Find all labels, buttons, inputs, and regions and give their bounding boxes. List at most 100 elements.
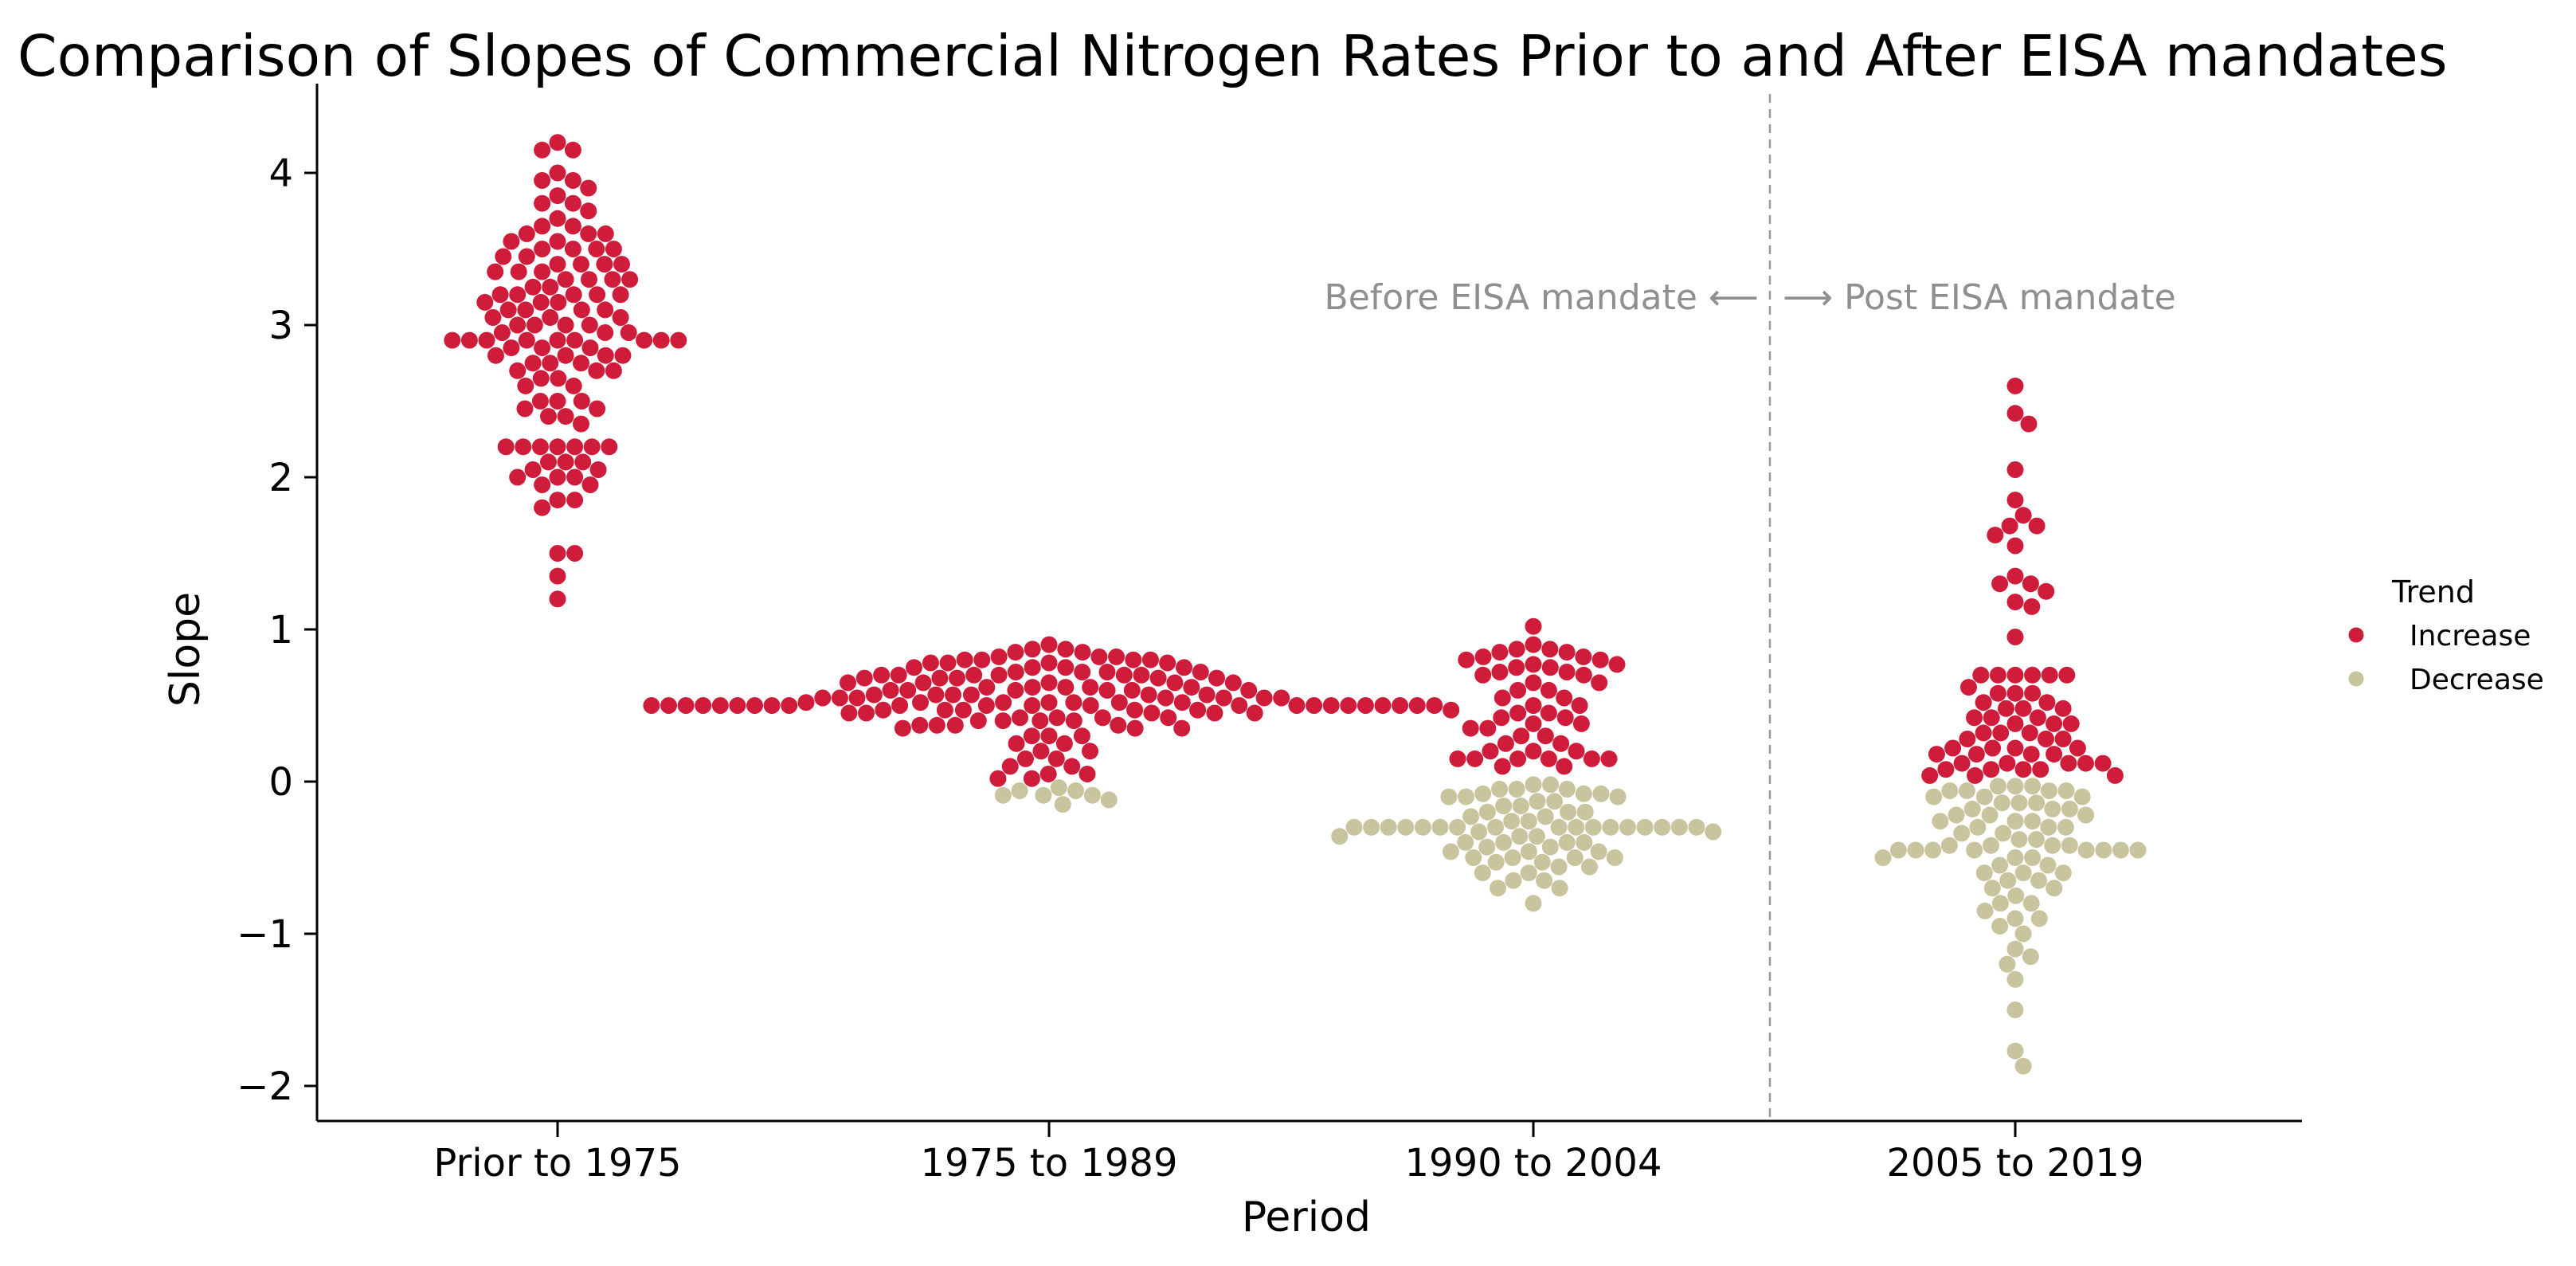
swarm-dot-increase	[1571, 697, 1588, 714]
swarm-dot-decrease	[1508, 781, 1525, 798]
swarm-dot-decrease	[1568, 818, 1585, 836]
swarm-dot-increase	[540, 408, 557, 425]
swarm-dot-increase	[1108, 648, 1125, 665]
swarm-dot-increase	[509, 468, 527, 486]
swarm-dot-increase	[1306, 697, 1323, 714]
swarm-dot-decrease	[1011, 782, 1028, 799]
swarm-dot-increase	[1513, 727, 1530, 745]
swarm-dot-increase	[2029, 709, 2046, 727]
swarm-dot-increase	[1508, 659, 1525, 676]
swarm-dot-decrease	[1490, 880, 1506, 897]
swarm-dot-increase	[534, 194, 551, 212]
swarm-dot-increase	[534, 241, 551, 257]
swarm-dot-increase	[1048, 709, 1066, 727]
swarm-dot-increase	[636, 331, 653, 349]
swarm-dot-increase	[549, 187, 566, 205]
swarm-dot-increase	[1040, 727, 1058, 745]
swarm-dot-decrease	[1592, 785, 1610, 802]
swarm-dot-increase	[503, 233, 520, 250]
swarm-dot-increase	[566, 545, 584, 562]
swarm-dot-increase	[566, 492, 584, 509]
swarm-dot-increase	[484, 309, 502, 326]
swarm-dot-increase	[1975, 724, 1992, 742]
swarm-dot-increase	[1583, 750, 1600, 767]
annotation-before-eisa: Before EISA mandate ⟵	[1325, 277, 1759, 318]
swarm-dot-increase	[1012, 709, 1028, 727]
swarm-dot-increase	[1991, 575, 2009, 593]
swarm-dot-decrease	[2007, 887, 2025, 904]
swarm-dot-increase	[596, 256, 613, 273]
x-axis-label: Period	[1242, 1193, 1371, 1241]
swarm-dot-increase	[532, 370, 550, 387]
swarm-dot-increase	[1537, 727, 1554, 745]
right-arrow-icon: ⟶	[1783, 277, 1833, 318]
swarm-dot-decrease	[1576, 833, 1593, 851]
x-tick-label-1: Prior to 1975	[433, 1141, 681, 1186]
legend-marker-increase-icon	[2348, 627, 2364, 643]
swarm-dot-increase	[573, 415, 589, 433]
swarm-dot-increase	[781, 697, 798, 714]
swarm-dot-increase	[1141, 651, 1159, 668]
swarm-dot-increase	[509, 316, 527, 334]
swarm-dot-decrease	[2061, 837, 2078, 854]
swarm-dot-decrease	[1495, 798, 1513, 815]
swarm-dot-decrease	[2006, 1042, 2024, 1060]
swarm-dot-decrease	[1380, 818, 1397, 836]
swarm-dot-decrease	[2006, 940, 2024, 958]
swarm-dot-increase	[1466, 750, 1484, 767]
swarm-dot-increase	[581, 339, 599, 357]
swarm-dot-increase	[1953, 755, 1971, 772]
swarm-dot-increase	[995, 694, 1012, 711]
swarm-dot-increase	[1157, 689, 1174, 707]
swarm-dot-increase	[2032, 761, 2049, 778]
swarm-dot-increase	[956, 651, 973, 668]
swarm-dot-decrease	[1462, 808, 1480, 825]
swarm-dot-increase	[1600, 750, 1618, 767]
swarm-dot-decrease	[1414, 818, 1431, 836]
swarm-dot-decrease	[1584, 818, 1602, 836]
swarm-dot-increase	[573, 393, 590, 410]
swarm-dot-increase	[2006, 492, 2024, 509]
swarm-dot-increase	[1540, 704, 1557, 722]
swarm-dot-increase	[1115, 666, 1133, 684]
swarm-dot-increase	[1039, 766, 1057, 782]
y-tick-label: 3	[268, 304, 293, 348]
swarm-dot-increase	[1575, 666, 1592, 684]
swarm-dot-increase	[478, 331, 495, 349]
swarm-dot-increase	[1458, 651, 1475, 668]
swarm-dot-increase	[1493, 709, 1510, 727]
swarm-dot-increase	[1160, 709, 1177, 727]
swarm-dot-increase	[891, 697, 909, 714]
swarm-dot-increase	[2077, 755, 2094, 772]
x-axis-ticks: Prior to 1975 1975 to 1989 1990 to 2004 200…	[433, 1121, 2144, 1186]
swarm-dot-increase	[875, 701, 892, 719]
swarm-dot-increase	[1040, 674, 1058, 692]
swarm-dot-decrease	[1525, 895, 1542, 912]
swarm-dot-increase	[2060, 755, 2077, 772]
swarm-dot-increase	[503, 339, 520, 357]
swarm-dot-increase	[2038, 582, 2055, 600]
swarm-dot-decrease	[2129, 841, 2147, 859]
swarm-dot-increase	[510, 263, 527, 280]
swarm-dot-increase	[660, 697, 677, 714]
swarm-dot-increase	[1374, 697, 1392, 714]
swarm-dot-increase	[1024, 641, 1041, 658]
swarm-dot-decrease	[1505, 872, 1522, 889]
swarm-dot-increase	[2023, 598, 2041, 615]
swarm-dot-increase	[614, 347, 632, 364]
swarm-dot-increase	[1198, 686, 1216, 704]
swarm-dot-increase	[1063, 758, 1081, 775]
swarm-dot-decrease	[1511, 828, 1529, 845]
swarm-dot-decrease	[2006, 970, 2024, 988]
swarm-dot-decrease	[2014, 1057, 2032, 1075]
swarm-dot-increase	[711, 697, 729, 714]
swarm-dot-increase	[534, 499, 551, 516]
swarm-dot-increase	[1967, 766, 1983, 784]
swarm-dot-increase	[695, 697, 712, 714]
swarm-dot-increase	[1192, 664, 1209, 680]
swarm-dot-increase	[1189, 701, 1207, 719]
swarm-dot-decrease	[1503, 813, 1521, 830]
swarm-dot-increase	[1215, 689, 1232, 707]
swarm-dot-increase	[2014, 700, 2032, 717]
